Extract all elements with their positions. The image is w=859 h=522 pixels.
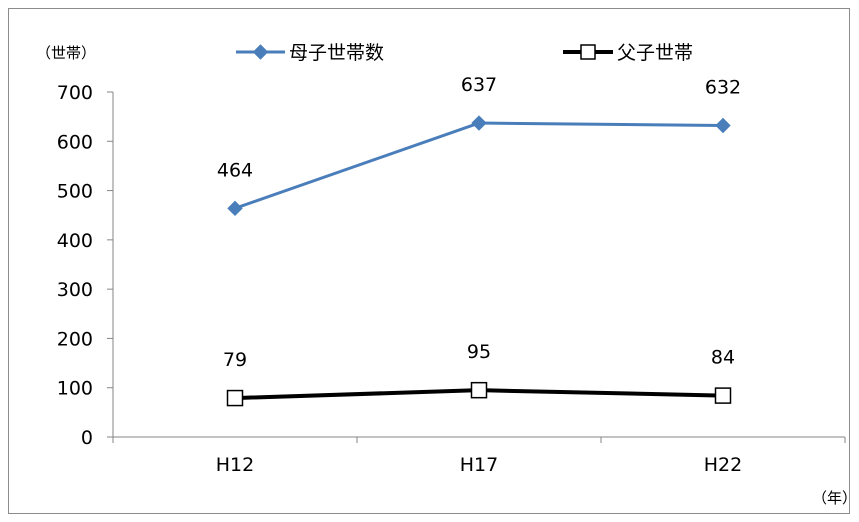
data-label: 637 (461, 74, 497, 96)
x-tick-label: H12 (216, 454, 254, 476)
data-label: 84 (711, 347, 735, 369)
series-1: 464 637 632 (217, 74, 741, 217)
x-tick-label: H17 (460, 454, 498, 476)
axes: 0 100 200 300 400 500 600 700 H12 H17 H22 (57, 82, 846, 476)
data-point-marker (715, 117, 731, 134)
legend-swatch-marker (580, 44, 596, 60)
y-tick-label: 300 (57, 279, 93, 301)
y-tick-label: 700 (57, 82, 93, 104)
chart-frame (8, 8, 850, 514)
data-point-marker (471, 115, 487, 131)
data-label: 464 (217, 159, 253, 181)
data-label: 79 (223, 349, 247, 371)
legend-swatch-marker (252, 44, 269, 60)
x-tick-label: H22 (704, 454, 742, 476)
y-tick-label: 200 (57, 328, 93, 350)
data-point-marker (226, 389, 244, 407)
y-unit-label: （世帯） (36, 44, 96, 62)
data-point-marker (714, 387, 732, 404)
data-point-marker (227, 200, 243, 217)
y-tick-label: 500 (57, 181, 93, 203)
y-tick-label: 100 (57, 378, 93, 400)
data-point-marker (470, 381, 488, 399)
y-tick-label: 0 (81, 427, 93, 449)
legend-label: 母子世帯数 (289, 42, 384, 64)
x-unit-label: （年） (812, 489, 857, 507)
series-layer: 464 637 632 79 95 84 (217, 74, 741, 407)
series-line (234, 121, 724, 210)
y-tick-label: 600 (57, 131, 93, 153)
legend-label: 父子世帯 (617, 42, 693, 64)
legend-item: 父子世帯 (563, 42, 693, 64)
data-label: 632 (705, 77, 741, 99)
data-label: 95 (467, 341, 491, 363)
series-2: 79 95 84 (223, 341, 735, 407)
legend: 母子世帯数 父子世帯 (236, 42, 693, 64)
legend-item: 母子世帯数 (236, 42, 384, 64)
y-tick-label: 400 (57, 230, 93, 252)
